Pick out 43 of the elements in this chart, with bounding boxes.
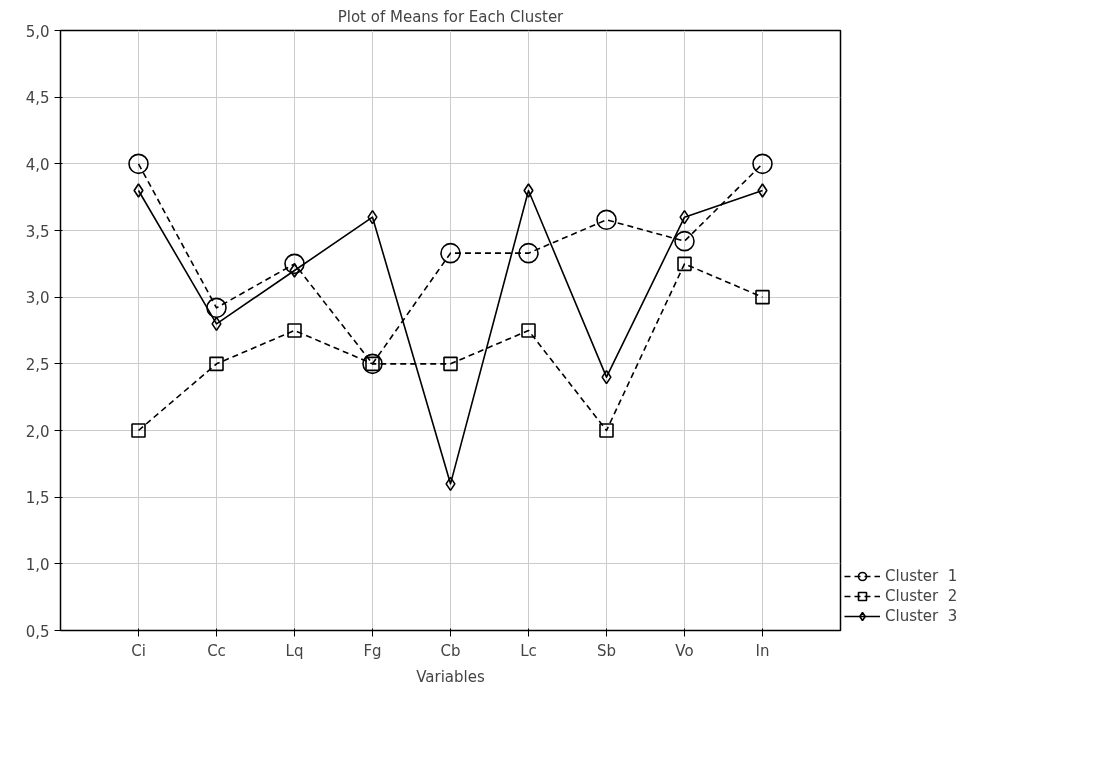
point <box>757 183 768 198</box>
y-tick-label: 1,5 <box>25 489 50 508</box>
chart-title: Plot of Means for Each Cluster <box>337 7 565 26</box>
point <box>131 423 146 438</box>
point <box>521 323 536 338</box>
x-tick-label: Ci <box>131 641 146 660</box>
y-tick-label: 2,5 <box>25 355 50 374</box>
y-tick-label: 4,5 <box>25 89 50 108</box>
legend-label: Cluster 1 <box>885 567 958 585</box>
point <box>443 356 458 372</box>
point <box>128 153 149 175</box>
legend-label: Cluster 3 <box>885 607 958 625</box>
legend-label: Cluster 2 <box>885 587 958 605</box>
point <box>677 256 692 272</box>
point <box>284 253 305 275</box>
x-tick-label: Cb <box>440 641 461 660</box>
y-tick-label: 4,0 <box>25 155 50 174</box>
y-tick-label: 3,0 <box>25 289 50 308</box>
point <box>599 423 614 438</box>
x-tick-label: Vo <box>675 641 694 660</box>
x-tick-label: Lc <box>520 641 537 660</box>
x-tick-label: Fg <box>363 641 382 660</box>
y-tick-label: 1,0 <box>25 555 50 574</box>
y-tick-label: 3,5 <box>25 222 50 241</box>
point <box>206 297 227 319</box>
x-tick-label: Cc <box>207 641 226 660</box>
y-tick-label: 0,5 <box>25 622 50 641</box>
point <box>518 242 539 264</box>
point <box>209 356 224 372</box>
y-tick-label: 2,0 <box>25 422 50 441</box>
point <box>674 230 695 252</box>
point <box>596 209 617 231</box>
point <box>440 242 461 264</box>
x-tick-label: Sb <box>596 641 617 660</box>
point <box>523 183 534 198</box>
point <box>133 183 144 198</box>
y-tick-label: 5,0 <box>25 22 50 41</box>
x-tick-label: Lq <box>285 641 304 660</box>
point <box>287 323 302 338</box>
point <box>752 153 773 175</box>
x-axis-title: Variables <box>416 667 485 686</box>
x-tick-label: In <box>755 641 770 660</box>
point <box>755 289 770 305</box>
